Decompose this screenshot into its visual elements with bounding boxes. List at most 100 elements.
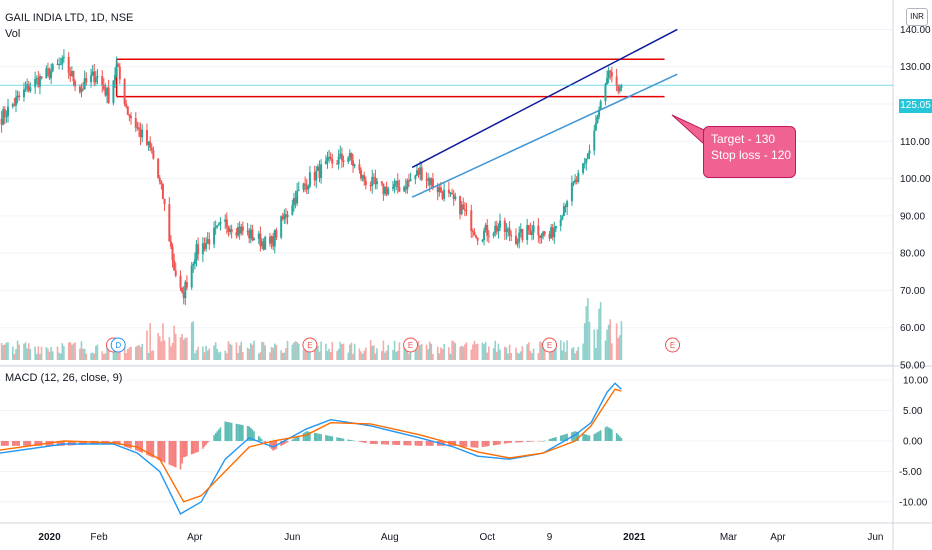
volume-bar: [219, 351, 222, 360]
time-tick-label: Feb: [90, 532, 108, 543]
macd-histogram-bar: [409, 440, 412, 446]
candle-body: [553, 228, 556, 238]
event-markers[interactable]: EDEEEE: [105, 337, 681, 353]
candle-body: [415, 170, 418, 176]
macd-histogram-bar: [620, 438, 623, 441]
volume-bar: [273, 343, 276, 360]
target-callout[interactable]: Target - 130 Stop loss - 120: [703, 126, 796, 178]
candle-body: [123, 79, 126, 104]
volume-bar: [257, 353, 260, 360]
volume-bar: [56, 346, 59, 360]
candle-body: [134, 118, 137, 128]
macd-histogram-bar: [26, 440, 28, 446]
macd-histogram-bar: [347, 439, 350, 441]
candle-body: [5, 116, 8, 118]
macd-histogram-bar: [484, 440, 487, 447]
volume-bar: [571, 348, 573, 360]
candle-body: [543, 231, 546, 235]
volume-bar: [80, 341, 83, 360]
macd-histogram-bar: [270, 440, 273, 450]
candle-body: [358, 164, 361, 171]
candle-body: [417, 170, 420, 175]
volume-bar: [459, 346, 461, 360]
volume-bar: [157, 332, 159, 360]
candle-body: [69, 72, 72, 76]
macd-histogram-bar: [473, 440, 476, 448]
macd-histogram-bar: [202, 440, 204, 449]
macd-histogram-bar: [360, 440, 362, 443]
macd-histogram-bar: [325, 435, 327, 441]
candle-body: [150, 147, 153, 151]
volume-bar: [168, 337, 171, 360]
candle-body: [559, 219, 562, 227]
candle-body: [396, 180, 399, 188]
macd-label[interactable]: MACD (12, 26, close, 9): [5, 372, 123, 384]
macd-histogram-bar: [216, 431, 219, 441]
time-axis[interactable]: 2020 Feb Apr Jun Aug Oct 9 2021 Mar Apr Jun: [38, 532, 883, 543]
volume-bar: [617, 337, 620, 360]
macd-histogram-bar: [240, 424, 243, 441]
candle-body: [364, 180, 367, 185]
volume-bar: [414, 348, 417, 360]
macd-histogram-bar: [358, 440, 361, 442]
resistance-zone[interactable]: [115, 58, 665, 98]
macd-histogram-bar: [128, 440, 131, 449]
macd-histogram-bar: [617, 434, 620, 441]
volume-bars: [0, 298, 623, 360]
trend-lines[interactable]: [0, 28, 893, 198]
volume-bar: [139, 346, 142, 360]
volume-bar: [235, 342, 238, 360]
candle-body: [363, 175, 366, 181]
volume-bar: [74, 342, 76, 360]
currency-badge[interactable]: INR: [906, 8, 928, 26]
macd-histogram-bar: [157, 440, 159, 460]
candle-body: [337, 156, 340, 165]
candle-body: [205, 242, 208, 250]
candle-body: [483, 230, 486, 241]
candle-body: [407, 180, 410, 182]
macd-histogram-bar: [352, 440, 354, 441]
macd-histogram-bar: [83, 440, 86, 445]
macd-histogram-bar: [123, 440, 126, 447]
macd-histogram-bar: [163, 440, 166, 463]
volume-bar: [606, 329, 608, 360]
volume-bar: [408, 353, 410, 360]
macd-histogram-bar: [427, 440, 429, 446]
macd-histogram-bar: [472, 440, 474, 448]
candle-body: [292, 197, 295, 206]
volume-bar: [101, 351, 104, 360]
macd-histogram-bar: [595, 433, 597, 441]
candle-body: [225, 219, 228, 228]
macd-histogram-bar: [588, 435, 591, 441]
volume-bar: [425, 344, 428, 360]
macd-histogram-bar: [219, 427, 222, 441]
macd-tick-label: -5.00: [899, 467, 922, 478]
candle-body: [331, 159, 334, 164]
candle-body: [372, 176, 375, 178]
volume-label[interactable]: Vol: [5, 28, 21, 40]
candle-body: [575, 179, 578, 182]
symbol-title[interactable]: GAIL INDIA LTD, 1D, NSE: [5, 12, 134, 24]
candle-body: [577, 172, 580, 182]
macd-histogram-bar: [259, 437, 262, 441]
price-axis[interactable]: 140.00130.00120.00110.00100.0090.0080.00…: [899, 25, 931, 508]
candle-body: [173, 260, 176, 271]
volume-bar: [515, 347, 517, 360]
time-tick-label: Apr: [187, 532, 203, 543]
volume-bar: [270, 346, 273, 360]
volume-bar: [34, 346, 36, 360]
volume-bar: [438, 353, 441, 360]
macd-histogram-bar: [328, 435, 330, 441]
macd-histogram-bar: [585, 434, 588, 441]
macd-histogram-bar: [398, 440, 401, 446]
candle-body: [139, 128, 142, 138]
candle-body: [360, 170, 363, 179]
volume-bar: [240, 341, 243, 360]
macd-histogram-bar: [329, 436, 332, 441]
macd-histogram-bar: [297, 435, 300, 441]
candle-body: [419, 167, 422, 175]
macd-histogram-bar: [566, 433, 568, 441]
candle-body: [508, 228, 511, 236]
candle-body: [62, 56, 65, 58]
